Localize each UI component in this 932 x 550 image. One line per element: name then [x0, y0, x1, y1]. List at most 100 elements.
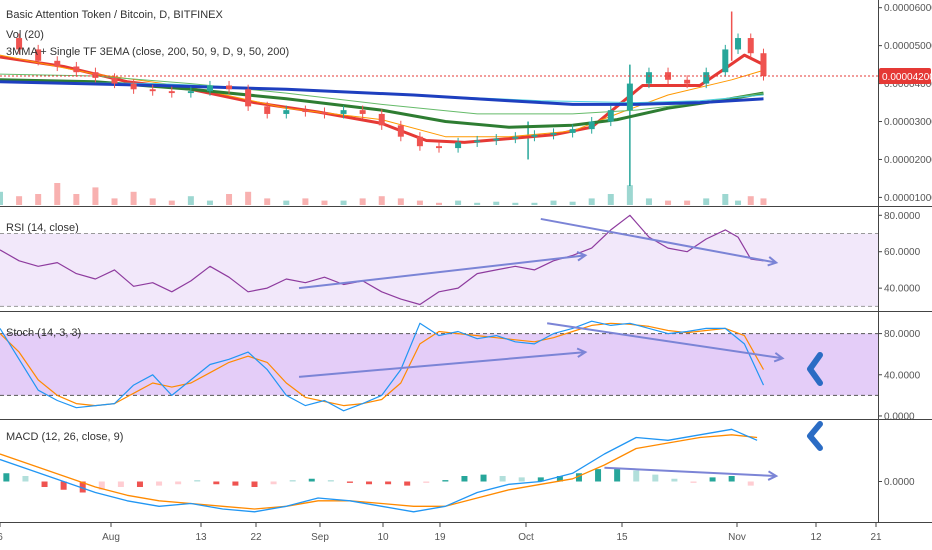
volume-bar [493, 201, 500, 205]
volume-bar [607, 194, 614, 205]
stoch-chevron-icon [807, 352, 823, 386]
candle-body [378, 113, 385, 126]
volume-bar [747, 196, 754, 205]
candle-body [283, 110, 290, 114]
macd-histogram-bar [423, 481, 430, 483]
x-tick-label: Aug [102, 532, 120, 543]
x-tick-label: 6 [0, 532, 3, 543]
x-tick-label: 22 [250, 532, 262, 543]
macd-histogram-bar [346, 481, 353, 483]
macd-tick-label: 0.0000 [884, 477, 915, 488]
volume-bar [436, 202, 442, 205]
volume-bar [569, 201, 576, 205]
price-pane[interactable] [0, 11, 878, 205]
candle-body [340, 110, 347, 114]
volume-bar [35, 194, 42, 205]
rsi-pane[interactable] [0, 214, 878, 307]
volume-bar [474, 202, 481, 205]
macd-histogram-bar [556, 476, 563, 482]
macd-line [0, 428, 758, 513]
macd-histogram-bar [461, 476, 468, 482]
stoch-trend-arrow-head [576, 347, 588, 358]
volume-bar [206, 200, 213, 205]
macd-histogram-bar [404, 481, 411, 486]
candle-body [416, 136, 423, 147]
volume-bar [0, 191, 3, 205]
macd-histogram-bar [41, 481, 48, 487]
macd-trend-arrow-shaft [604, 466, 777, 477]
macd-legend: MACD (12, 26, close, 9) [6, 431, 123, 443]
stoch-tick-label: 0.0000 [884, 411, 915, 422]
price-tick-label: 0.00004000 [884, 79, 932, 90]
macd-histogram-bar [232, 481, 239, 486]
volume-bar [626, 185, 633, 205]
rsi-tick-label: 60.0000 [884, 247, 921, 258]
macd-histogram-bar [213, 481, 220, 485]
macd-histogram-bar [709, 477, 716, 482]
candle-body [321, 112, 328, 114]
volume-bar [168, 200, 175, 205]
macd-signal-line [0, 434, 758, 510]
macd-pane[interactable] [0, 428, 758, 513]
candle-body [130, 83, 137, 90]
macd-histogram-bar [136, 481, 143, 487]
candle-body [722, 49, 729, 73]
candle-body [54, 60, 61, 67]
candle-body [149, 89, 156, 92]
macd-chevron-icon [807, 421, 823, 451]
macd-histogram-bar [747, 481, 754, 486]
macd-histogram-bar [614, 467, 621, 482]
candle-body [359, 110, 366, 114]
volume-bar [378, 196, 385, 205]
candle-body [397, 125, 404, 137]
x-tick-label: Oct [518, 532, 534, 543]
rsi-tick-label: 40.0000 [884, 284, 921, 295]
rsi-legend: RSI (14, close) [6, 222, 79, 234]
stoch-tick-label: 80.0000 [884, 329, 921, 340]
volume-bar [54, 183, 61, 205]
volume-bar [703, 198, 710, 205]
stoch-trend-arrow-head [773, 352, 785, 363]
rsi-trend-arrow-shaft [540, 217, 777, 264]
macd-histogram-bar [289, 480, 296, 482]
candle-body [474, 140, 481, 143]
macd-histogram-bar [652, 474, 659, 482]
volume-bar [588, 198, 595, 205]
macd-histogram-bar [575, 473, 582, 482]
candle-body [168, 91, 175, 94]
volume-bar [645, 198, 652, 205]
stoch-trend-arrow-shaft [298, 351, 586, 378]
candle-body [569, 129, 576, 133]
volume-bar [359, 198, 366, 205]
macd-histogram-bar [537, 477, 544, 482]
candle-body [206, 85, 213, 92]
candle-body [73, 66, 80, 73]
macd-histogram-bar [327, 480, 334, 482]
macd-histogram-bar [156, 481, 163, 486]
candle-body [187, 91, 194, 94]
price-tick-label: 0.00002000 [884, 155, 932, 166]
pane-separators [0, 0, 932, 523]
x-tick-label: 21 [870, 532, 882, 543]
volume-bar [455, 200, 462, 205]
x-tick-label: 13 [195, 532, 207, 543]
candle-body [531, 134, 538, 137]
x-tick-label: Sep [311, 532, 329, 543]
volume-bar [735, 200, 742, 205]
macd-histogram-bar [690, 481, 697, 483]
macd-histogram-bar [270, 481, 277, 485]
last-price-tag: 0.00004200 [879, 67, 932, 84]
y-axis-ticks: 0.00006000 0.00005000 0.00004000 0.00003000… [878, 3, 932, 488]
volume-bar [187, 196, 194, 205]
rsi-trend-arrow-head [576, 251, 588, 262]
candle-body [747, 38, 754, 54]
rsi-tick-label: 80.0000 [884, 211, 921, 222]
volume-bar [130, 191, 137, 205]
candle-body [226, 85, 233, 90]
candle-body [550, 132, 557, 135]
volume-bar [264, 198, 271, 205]
volume-bar [722, 194, 729, 205]
volume-bar [531, 202, 538, 205]
volume-bar [684, 200, 691, 205]
